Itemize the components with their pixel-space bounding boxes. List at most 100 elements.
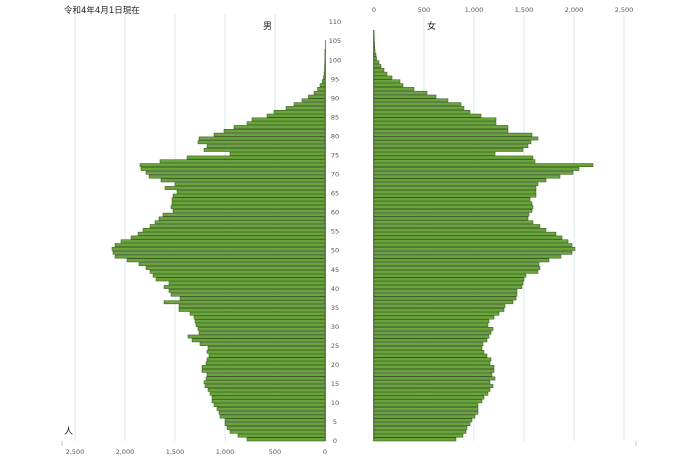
- bar-male-age-15: [203, 380, 326, 385]
- bar-male-age-37: [179, 296, 326, 301]
- bar-female-age-38: [373, 292, 518, 297]
- bar-female-age-21: [373, 357, 492, 362]
- bar-male-age-92: [317, 87, 326, 91]
- bar-female-age-68: [373, 178, 547, 183]
- age-tick-label: 100: [329, 56, 341, 64]
- bar-female-age-83: [373, 121, 497, 126]
- bar-female-age-25: [373, 342, 484, 347]
- bar-female-age-11: [373, 395, 485, 400]
- bar-male-age-8: [216, 407, 326, 411]
- bar-female-age-45: [373, 266, 541, 270]
- age-tick-label: 25: [331, 342, 339, 350]
- male-x-tick-label: 2,000: [116, 448, 135, 456]
- bar-male-age-13: [207, 388, 326, 392]
- bar-male-age-39: [168, 288, 326, 293]
- bar-male-age-5: [224, 418, 326, 423]
- bar-female-age-39: [373, 288, 518, 293]
- bar-female-age-50: [373, 247, 576, 251]
- bar-female-age-98: [373, 64, 382, 68]
- bar-male-age-10: [211, 399, 326, 404]
- bar-female-age-1: [373, 433, 464, 438]
- bar-female-age-3: [373, 426, 468, 430]
- bar-female-age-103: [373, 45, 376, 49]
- bar-male-age-97: [324, 68, 326, 72]
- male-label: 男: [263, 22, 273, 32]
- bar-female-age-30: [373, 323, 489, 327]
- bar-female-age-81: [373, 129, 509, 133]
- bar-female-age-61: [373, 205, 534, 209]
- bar-male-age-75: [229, 151, 326, 156]
- age-tick-label: 15: [331, 380, 339, 388]
- bar-female-age-48: [373, 254, 562, 259]
- bar-male-age-82: [233, 125, 326, 129]
- bar-male-age-71: [140, 167, 326, 171]
- bar-male-age-51: [114, 243, 326, 247]
- bar-male-age-94: [321, 79, 326, 84]
- bar-male-age-70: [145, 170, 326, 175]
- bar-female-age-84: [373, 117, 497, 122]
- bar-female-age-34: [373, 308, 505, 312]
- bar-female-age-89: [373, 98, 449, 103]
- age-tick-label: 55: [331, 228, 339, 236]
- bar-female-age-19: [373, 365, 495, 369]
- bar-male-age-80: [213, 132, 326, 137]
- bar-male-age-32: [193, 315, 326, 320]
- bar-female-age-62: [373, 201, 533, 206]
- bar-male-age-17: [206, 372, 326, 377]
- bar-female-age-23: [373, 349, 485, 354]
- bar-male-age-29: [197, 327, 326, 331]
- bar-male-age-96: [323, 71, 326, 76]
- bar-female-age-100: [373, 56, 377, 61]
- bar-female-age-80: [373, 132, 533, 137]
- bar-male-age-35: [178, 304, 326, 308]
- bar-female-age-65: [373, 189, 537, 194]
- bar-male-age-48: [114, 254, 326, 259]
- bar-female-age-12: [373, 391, 489, 396]
- bar-female-age-40: [373, 285, 523, 289]
- bar-male-age-89: [301, 98, 326, 103]
- bar-male-age-83: [246, 121, 326, 126]
- bar-female-age-92: [373, 87, 415, 91]
- age-tick-label: 30: [331, 323, 339, 331]
- bar-male-age-11: [211, 395, 326, 400]
- bar-male-age-23: [206, 349, 326, 354]
- bar-female-age-53: [373, 235, 563, 240]
- bar-female-age-18: [373, 368, 495, 373]
- age-tick-label: 90: [331, 94, 339, 102]
- bar-female-age-58: [373, 216, 529, 221]
- bar-female-age-77: [373, 144, 529, 148]
- bar-male-age-26: [191, 338, 326, 343]
- bar-female-age-97: [373, 68, 385, 72]
- bar-female-age-42: [373, 277, 525, 282]
- age-tick-label: 35: [331, 304, 339, 312]
- bar-female-age-16: [373, 376, 496, 381]
- bar-female-age-37: [373, 296, 517, 301]
- male-x-tick-label: 0: [323, 448, 327, 456]
- bar-male-age-64: [172, 193, 326, 198]
- bar-male-age-73: [159, 159, 326, 164]
- bar-female-age-43: [373, 273, 527, 278]
- bar-female-age-7: [373, 410, 479, 415]
- bar-female-age-8: [373, 407, 479, 411]
- age-tick-label: 40: [331, 285, 339, 293]
- bar-female-age-33: [373, 311, 500, 316]
- bar-female-age-27: [373, 334, 490, 339]
- age-tick-label: 75: [331, 152, 339, 160]
- female-x-tick-label: 2,000: [565, 6, 584, 14]
- bar-female-age-90: [373, 94, 437, 99]
- bar-male-age-9: [213, 403, 326, 407]
- bar-female-age-4: [373, 422, 471, 427]
- bar-male-age-0: [246, 437, 326, 442]
- bar-female-age-60: [373, 208, 533, 213]
- bar-female-age-29: [373, 327, 494, 331]
- bar-female-age-26: [373, 338, 488, 343]
- bar-male-age-31: [194, 319, 326, 324]
- female-x-tick-label: 1,500: [515, 6, 534, 14]
- bar-female-age-101: [373, 52, 377, 57]
- bar-male-age-58: [158, 216, 326, 221]
- age-tick-label: 20: [331, 361, 339, 369]
- bar-male-age-36: [163, 300, 326, 305]
- bar-female-age-14: [373, 384, 494, 388]
- bar-female-age-0: [373, 437, 457, 442]
- age-tick-label: 65: [331, 190, 339, 198]
